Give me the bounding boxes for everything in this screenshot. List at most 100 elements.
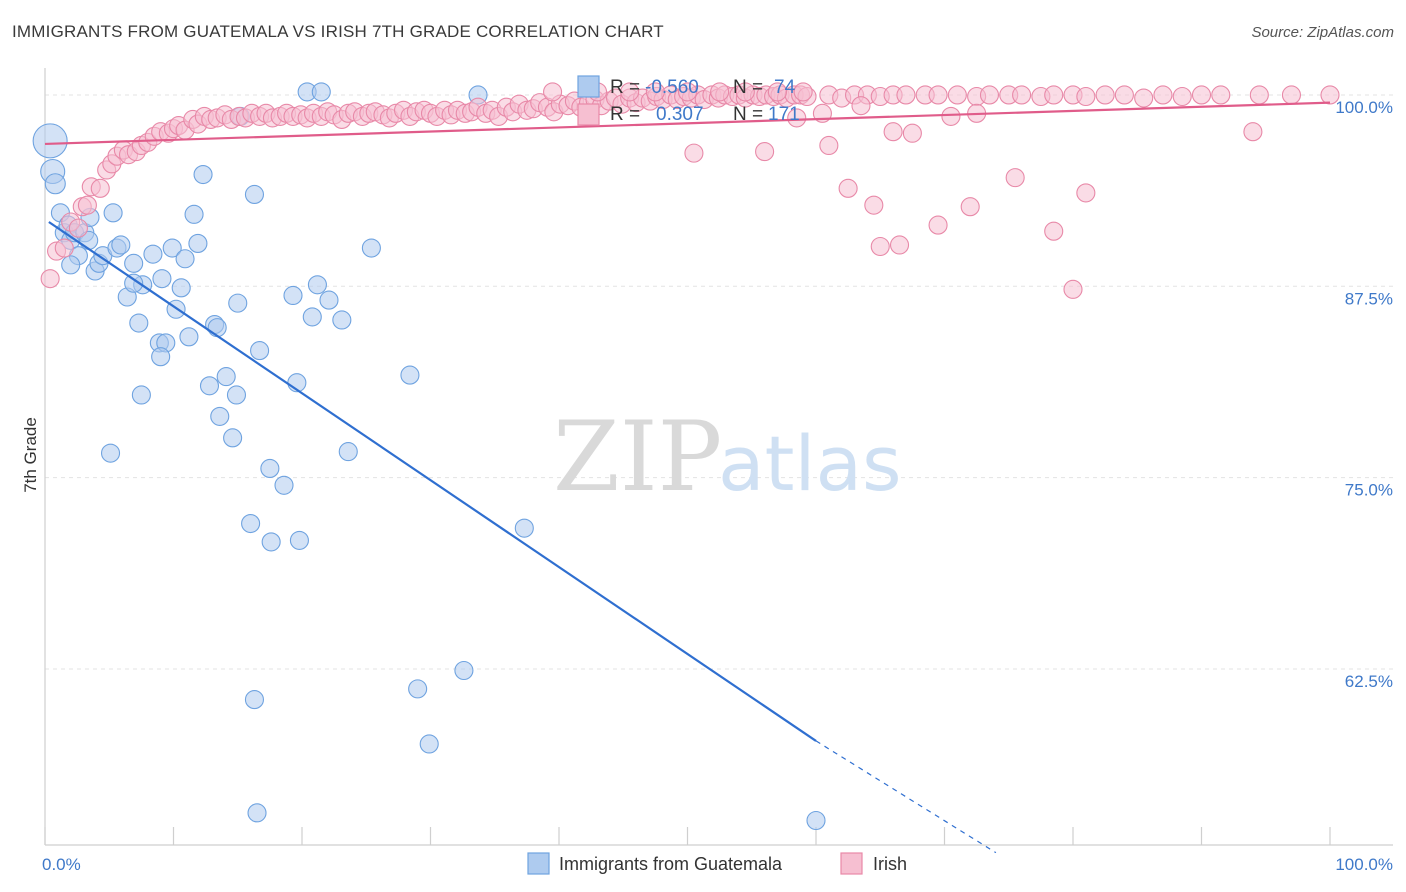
- legend-n-label-0: N =: [733, 77, 763, 98]
- guatemala-point: [250, 341, 270, 361]
- guatemala-point: [216, 367, 236, 387]
- guatemala-point: [226, 385, 247, 405]
- source-label: Source: ZipAtlas.com: [1251, 24, 1394, 41]
- trend-lines: [44, 101, 1331, 854]
- irish-point: [1134, 88, 1154, 108]
- irish-point: [864, 195, 884, 215]
- irish-point: [1249, 85, 1269, 105]
- irish-point: [68, 218, 88, 238]
- series-legend: Immigrants from Guatemala Irish: [527, 852, 907, 875]
- legend-r-value-0: -0.560: [645, 77, 699, 98]
- guatemala-point: [289, 530, 309, 550]
- irish-point: [710, 82, 730, 102]
- irish-point: [755, 142, 775, 162]
- irish-point: [1153, 85, 1173, 105]
- legend-r-value-1: 0.307: [656, 104, 704, 125]
- irish-point: [819, 135, 839, 156]
- irish-point: [90, 178, 110, 198]
- legend-n-value-0: 74: [774, 77, 796, 98]
- guatemala-point: [179, 327, 199, 347]
- bottom-legend-label-irish: Irish: [873, 854, 907, 874]
- guatemala-point: [61, 255, 81, 275]
- irish-point: [928, 215, 948, 235]
- irish-point: [851, 96, 871, 116]
- guatemala-point: [274, 475, 294, 495]
- irish-point: [838, 178, 858, 198]
- guatemala-point: [32, 123, 68, 159]
- guatemala-point: [283, 285, 303, 306]
- irish-point: [902, 123, 922, 143]
- guatemala-point: [454, 660, 474, 681]
- irish-point: [1114, 85, 1134, 105]
- guatemala-point: [806, 810, 826, 831]
- y-tick-label-1: 87.5%: [1345, 289, 1393, 308]
- irish-point: [928, 85, 948, 105]
- guatemala-point: [247, 803, 267, 823]
- irish-point: [1095, 85, 1115, 105]
- chart-title: IMMIGRANTS FROM GUATEMALA VS IRISH 7TH G…: [12, 22, 664, 41]
- guatemala-point: [129, 313, 149, 333]
- irish-point: [1005, 168, 1025, 188]
- irish-point: [620, 82, 640, 102]
- legend-r-label-0: R =: [610, 77, 640, 98]
- irish-point: [1243, 122, 1263, 142]
- irish-point: [40, 269, 60, 289]
- guatemala-point: [124, 253, 144, 273]
- irish-point: [1044, 85, 1064, 105]
- irish-point: [960, 197, 980, 217]
- guatemala-point: [223, 428, 243, 448]
- guatemala-point: [400, 365, 420, 385]
- bottom-legend-label-guatemala: Immigrants from Guatemala: [559, 854, 783, 874]
- guatemala-point: [311, 82, 331, 102]
- guatemala-point: [131, 385, 151, 405]
- guatemala-point: [514, 518, 534, 538]
- guatemala-point: [152, 269, 172, 289]
- guatemala-point: [244, 690, 265, 710]
- guatemala-point: [151, 347, 171, 367]
- y-tick-label-0: 100.0%: [1335, 98, 1393, 117]
- guatemala-point: [175, 249, 195, 269]
- guatemala-point: [332, 310, 352, 330]
- irish-point: [883, 122, 903, 142]
- guatemala-point: [228, 293, 248, 313]
- watermark-atlas: atlas: [718, 419, 902, 508]
- trend-line-irish: [44, 101, 1331, 146]
- guatemala-point: [207, 318, 227, 338]
- irish-point: [870, 236, 890, 257]
- guatemala-point: [44, 173, 66, 195]
- axes: [44, 68, 1393, 846]
- irish-point: [54, 238, 74, 258]
- guatemala-point: [319, 290, 339, 310]
- y-axis-label: 7th Grade: [21, 417, 40, 493]
- irish-point: [947, 85, 967, 105]
- legend-r-label-1: R =: [610, 104, 640, 125]
- irish-point: [889, 235, 910, 255]
- series-irish-points: [40, 82, 1340, 299]
- irish-point: [77, 195, 97, 215]
- y-tick-label-3: 62.5%: [1345, 672, 1393, 691]
- legend-swatch-irish: [577, 103, 600, 126]
- irish-point: [979, 85, 1000, 105]
- irish-point: [1281, 85, 1301, 105]
- irish-point: [767, 82, 788, 102]
- legend-n-label-1: N =: [733, 104, 763, 125]
- irish-point: [793, 82, 813, 102]
- irish-point: [1063, 279, 1083, 299]
- irish-point: [1172, 86, 1192, 107]
- trend-line-guatemala: [48, 221, 817, 742]
- irish-point: [684, 143, 704, 163]
- guatemala-point: [419, 734, 439, 754]
- irish-point: [1211, 85, 1231, 105]
- y-tick-label-2: 75.0%: [1345, 481, 1393, 500]
- y-tick-labels: 100.0% 87.5% 75.0% 62.5%: [1335, 98, 1393, 691]
- legend-n-value-1: 171: [768, 104, 800, 125]
- irish-point: [735, 82, 755, 102]
- irish-point: [787, 108, 807, 128]
- irish-point: [1076, 86, 1096, 107]
- irish-point: [941, 106, 961, 126]
- guatemala-point: [199, 376, 220, 396]
- guatemala-point: [162, 238, 182, 258]
- irish-point: [1044, 221, 1064, 241]
- grid-lines: [45, 94, 1393, 670]
